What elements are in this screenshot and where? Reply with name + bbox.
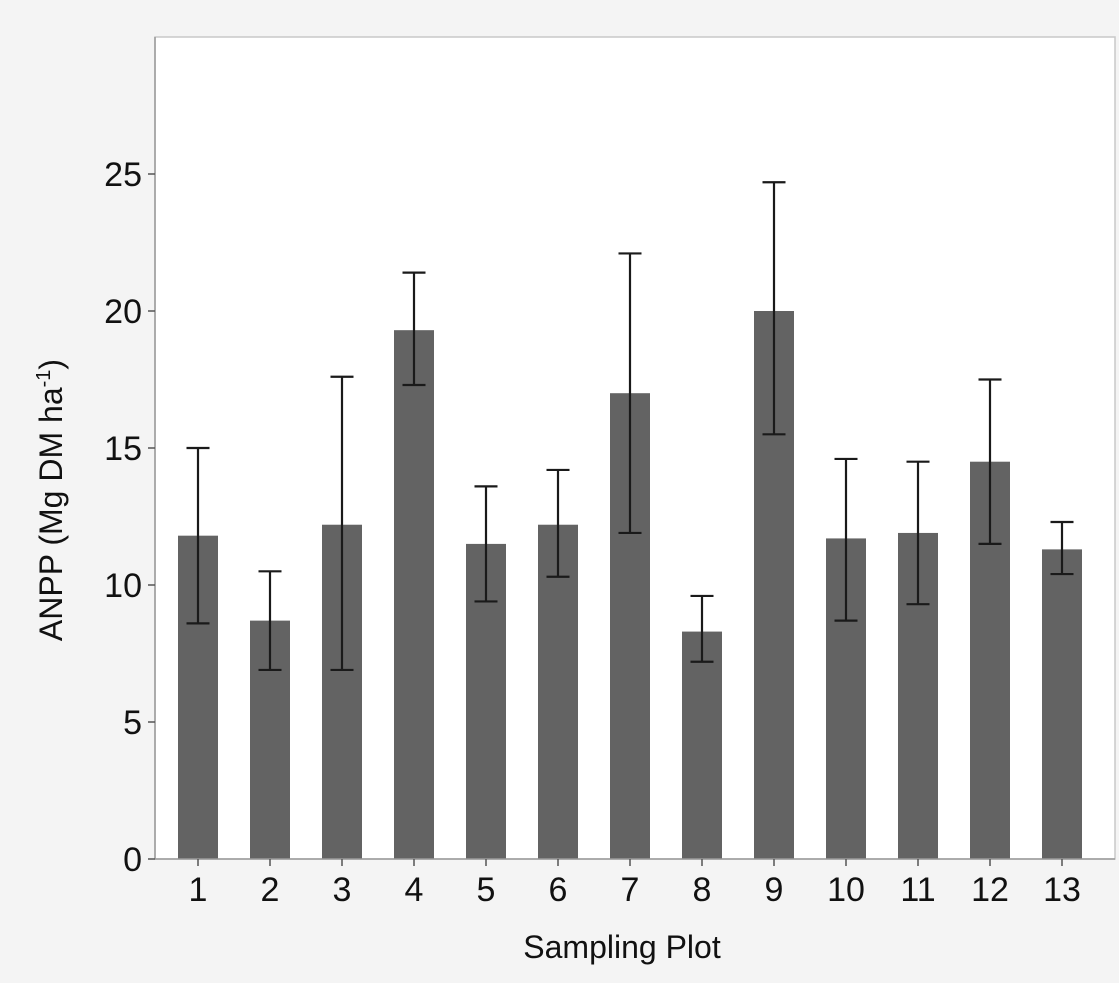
x-tick-label: 6	[549, 871, 568, 909]
x-tick-label: 11	[900, 871, 935, 909]
x-tick-label: 4	[405, 871, 424, 909]
bar	[682, 631, 722, 859]
x-tick-label: 2	[261, 871, 280, 909]
x-tick-label: 12	[971, 871, 1009, 909]
x-tick-label: 1	[189, 871, 208, 909]
error-bars-layer	[186, 181, 1074, 672]
x-tick-label: 3	[333, 871, 352, 909]
axes-layer	[148, 37, 1115, 866]
x-tick-label: 7	[621, 871, 640, 909]
x-axis-title: Sampling Plot	[523, 929, 721, 965]
x-tick-label: 5	[477, 871, 496, 909]
y-axis-title: ANPP (Mg DM ha-1)	[33, 359, 69, 641]
bars-layer	[178, 311, 1082, 859]
y-tick-label: 15	[104, 430, 142, 468]
bar	[538, 524, 578, 859]
y-tick-label: 5	[123, 704, 142, 742]
y-tick-label: 25	[104, 156, 142, 194]
y-tick-label: 20	[104, 293, 142, 331]
x-tick-label: 9	[765, 871, 784, 909]
y-axis-title-superscript: -1	[33, 370, 55, 388]
y-axis-title-main: ANPP (Mg DM ha	[33, 387, 69, 641]
y-tick-label: 0	[123, 841, 142, 879]
x-tick-label: 13	[1043, 871, 1081, 909]
bar	[1042, 549, 1082, 859]
x-tick-label: 8	[693, 871, 712, 909]
x-tick-label: 10	[827, 871, 865, 909]
bar	[394, 330, 434, 859]
y-axis-title-close: )	[33, 359, 69, 370]
y-tick-label: 10	[104, 567, 142, 605]
